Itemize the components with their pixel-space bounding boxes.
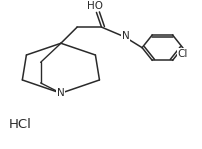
Text: N: N (121, 31, 129, 41)
Text: HCl: HCl (9, 118, 32, 131)
Text: HO: HO (87, 1, 103, 11)
Text: N: N (57, 88, 64, 98)
Text: Cl: Cl (177, 49, 187, 59)
